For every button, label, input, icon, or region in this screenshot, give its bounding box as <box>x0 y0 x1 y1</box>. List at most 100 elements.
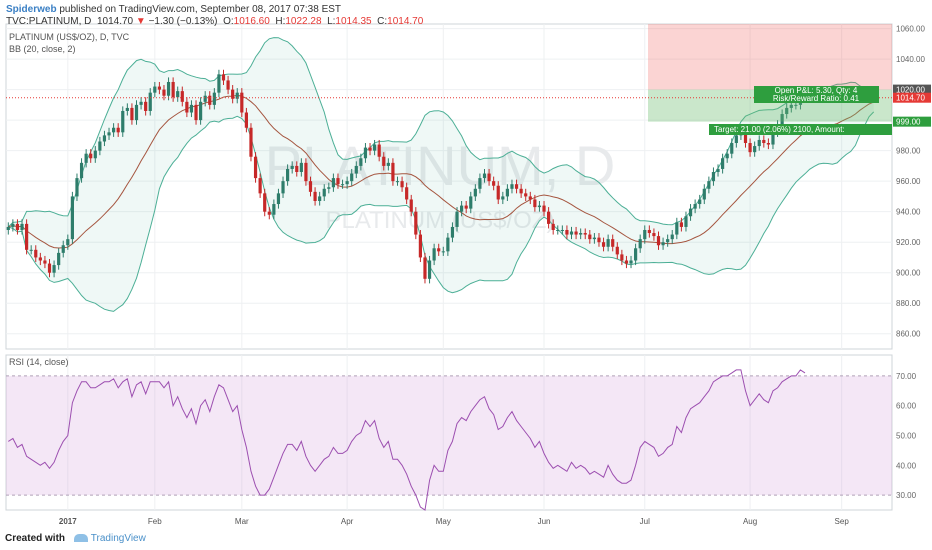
rsi-tick-label: 40.00 <box>896 461 917 470</box>
candle-body <box>373 144 377 151</box>
candle-body <box>249 127 253 157</box>
risk-reward-text: Risk/Reward Ratio: 0.41 <box>773 94 860 103</box>
candle-body <box>519 188 523 194</box>
candle-body <box>437 248 441 252</box>
candle-body <box>414 211 418 235</box>
candle-body <box>189 104 194 113</box>
candle-body <box>34 249 38 258</box>
down-arrow-icon: ▼ <box>135 16 146 27</box>
candle-body <box>405 187 409 200</box>
candle-body <box>244 112 248 128</box>
candle-body <box>606 239 610 247</box>
candle-body <box>771 132 775 145</box>
rsi-pane <box>5 354 893 511</box>
candle-body <box>666 239 670 243</box>
candle-body <box>455 211 459 227</box>
candle-body <box>336 178 340 185</box>
watermark-subtitle: PLATINUM (US$/OZ) <box>326 207 555 234</box>
symbol-label: TVC:PLATINUM, D <box>6 16 92 27</box>
candle-body <box>547 211 551 224</box>
series-legend[interactable]: PLATINUM (US$/OZ), D, TVC <box>9 32 130 42</box>
candle-body <box>469 196 473 209</box>
time-tick-label: 2017 <box>59 517 77 526</box>
candle-body <box>84 153 88 163</box>
stop-zone <box>648 24 892 90</box>
candle-body <box>551 223 555 230</box>
candle-body <box>340 184 345 186</box>
candle-body <box>304 162 308 182</box>
target-price-label: 999.00 <box>896 118 921 127</box>
candle-body <box>226 80 230 90</box>
candle-body <box>386 162 390 166</box>
candle-body <box>359 158 363 166</box>
candle-body <box>331 178 335 188</box>
stop-price-label: 1020.00 <box>896 86 925 95</box>
candle-body <box>427 260 432 279</box>
candle-body <box>675 222 679 235</box>
candle-body <box>446 237 450 252</box>
candle-body <box>180 91 184 102</box>
candle-body <box>441 251 445 253</box>
candle-body <box>574 231 578 235</box>
tradingview-logo-icon <box>73 534 88 543</box>
candle-body <box>670 234 674 240</box>
candle-body <box>47 263 52 273</box>
candle-body <box>505 188 509 197</box>
candle-body <box>734 135 738 144</box>
rsi-legend[interactable]: RSI (14, close) <box>9 357 69 367</box>
candle-body <box>25 223 29 250</box>
candle-body <box>263 193 267 212</box>
candle-body <box>757 139 761 147</box>
candle-body <box>423 257 427 279</box>
time-tick-label: Sep <box>835 517 850 526</box>
candle-body <box>253 156 258 179</box>
candle-body <box>199 101 203 121</box>
target-box <box>709 124 892 135</box>
candle-body <box>560 229 564 231</box>
candle-body <box>501 196 505 200</box>
stop-price-tag <box>893 84 931 95</box>
candle-body <box>29 249 33 251</box>
bb-legend[interactable]: BB (20, close, 2) <box>9 44 76 54</box>
time-tick-label: Jul <box>640 517 650 526</box>
time-tick-label: May <box>436 517 451 526</box>
candle-body <box>6 226 10 230</box>
candle-body <box>652 233 656 237</box>
candle-body <box>240 92 244 113</box>
author-link[interactable]: Spiderweb <box>6 4 57 15</box>
candle-body <box>134 104 139 121</box>
candle-body <box>382 156 386 166</box>
candle-body <box>162 89 166 96</box>
candle-body <box>762 139 766 144</box>
bb-upper <box>7 37 874 228</box>
candle-body <box>391 162 395 182</box>
rsi-tick-label: 50.00 <box>896 431 917 440</box>
candle-body <box>766 143 770 145</box>
created-with-label: Created with <box>5 533 66 544</box>
candle-body <box>409 199 413 212</box>
tradingview-link[interactable]: TradingView <box>90 533 146 544</box>
candle-body <box>510 184 514 189</box>
candle-body <box>707 181 711 189</box>
candle-body <box>20 223 24 230</box>
price-tick-label: 860.00 <box>896 330 921 339</box>
candle-body <box>432 248 436 261</box>
candle-body <box>496 185 500 200</box>
time-tick-label: Apr <box>341 517 354 526</box>
target-price-tag <box>893 116 931 127</box>
candle-body <box>615 246 619 255</box>
candle-body <box>231 89 235 99</box>
price-tick-label: 1040.00 <box>896 55 925 64</box>
publish-info: published on TradingView.com, September … <box>59 4 342 15</box>
candle-body <box>221 74 226 81</box>
candle-body <box>93 150 97 159</box>
candle-body <box>482 173 487 179</box>
candle-body <box>473 188 477 197</box>
candle-body <box>102 135 107 142</box>
rsi-tick-label: 70.00 <box>896 372 917 381</box>
symbol-header: TVC:PLATINUM, D 1014.70 ▼ −1.30 (−0.13%)… <box>6 15 423 28</box>
candle-body <box>487 173 491 182</box>
candle-body <box>354 165 358 174</box>
price-tick-label: 960.00 <box>896 177 921 186</box>
